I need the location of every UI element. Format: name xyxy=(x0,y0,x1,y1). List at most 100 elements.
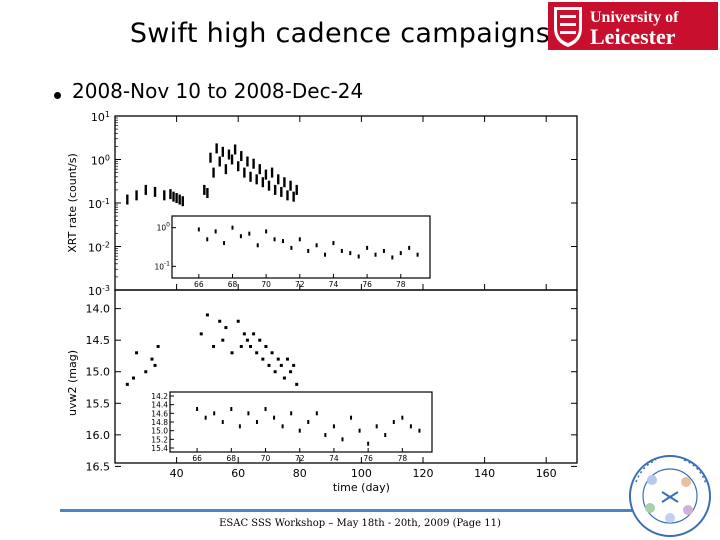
bottom-y-axis-label: uvw2 (mag) xyxy=(66,350,79,416)
xrt-point xyxy=(280,186,283,197)
uvw2-inset-y-tick-label: 15.4 xyxy=(151,444,168,453)
top-y-tick-label: 100 xyxy=(91,154,110,168)
uvw2-inset-y-tick-label: 14.6 xyxy=(151,409,168,418)
uvw2-point xyxy=(199,332,203,336)
uvw2-point xyxy=(270,351,274,355)
uvw2-point xyxy=(242,332,246,336)
bottom-y-tick-label: 16.5 xyxy=(86,460,111,473)
uvw2-inset-point xyxy=(196,407,199,411)
uvw2-inset-point xyxy=(358,428,361,433)
xrt-inset-x-tick-label: 76 xyxy=(362,280,372,289)
xrt-point xyxy=(267,180,271,191)
uvw2-point xyxy=(144,370,148,374)
top-y-tick-label: 10-3 xyxy=(88,284,110,298)
x-tick-label: 120 xyxy=(413,467,434,480)
xrt-point xyxy=(264,169,268,180)
uvw2-point xyxy=(236,319,240,323)
uvw2-point xyxy=(295,382,299,386)
crest-icon xyxy=(554,7,582,47)
xrt-point xyxy=(227,149,231,160)
uvw2-point xyxy=(239,344,243,348)
xrt-inset-x-tick-label: 70 xyxy=(261,280,271,289)
uvw2-inset-point xyxy=(401,415,404,420)
footer-divider xyxy=(60,509,632,512)
xrt-inset-point xyxy=(239,234,242,239)
bullet-dot xyxy=(54,92,61,99)
xrt-point xyxy=(252,158,255,169)
uvw2-point xyxy=(289,370,293,374)
x-tick-label: 40 xyxy=(170,467,184,480)
uvw2-point xyxy=(273,370,277,374)
uvw2-inset-point xyxy=(213,411,216,416)
footer-text: ESAC SSS Workshop – May 18th - 20th, 200… xyxy=(219,518,501,529)
bottom-y-tick-label: 15.0 xyxy=(86,366,111,379)
uvw2-inset-point xyxy=(281,424,284,429)
xrt-point xyxy=(233,144,237,155)
xrt-point xyxy=(144,184,147,195)
uvw2-point xyxy=(264,344,268,348)
x-tick-label: 80 xyxy=(293,467,307,480)
uvw2-inset-point xyxy=(273,415,276,420)
uvw2-point xyxy=(221,338,225,342)
uvw2-inset-point xyxy=(230,407,233,411)
uvw2-inset-point xyxy=(255,420,258,424)
uvw2-inset-y-tick-label: 14.4 xyxy=(151,401,168,410)
xrt-inset-point xyxy=(340,248,343,253)
bottom-panel-frame xyxy=(114,289,578,464)
uvw2-inset-point xyxy=(384,433,387,437)
xrt-point xyxy=(135,190,138,201)
uvw2-inset-y-tick-label: 15.0 xyxy=(151,427,168,436)
uvw2-inset-point xyxy=(375,424,378,429)
uvw2-point xyxy=(279,363,283,367)
xrt-point xyxy=(243,167,246,178)
xrt-inset-point xyxy=(399,251,402,256)
xrt-inset-point xyxy=(307,248,310,253)
uvw2-inset-x-tick-label: 70 xyxy=(261,454,271,463)
uvw2-inset-point xyxy=(324,433,327,437)
xrt-inset-point xyxy=(231,225,234,230)
uvw2-point xyxy=(230,351,234,355)
x-axis-label: time (day) xyxy=(333,481,390,494)
logo-line2: Leicester xyxy=(590,24,676,49)
xrt-inset-point xyxy=(315,243,318,248)
uvw2-inset-point xyxy=(298,428,301,433)
uvw2-inset-point xyxy=(221,420,224,424)
xrt-inset-point xyxy=(281,239,284,244)
xrt-point xyxy=(209,152,212,163)
uvw2-inset-point xyxy=(290,411,293,416)
uvw2-point xyxy=(125,382,129,386)
xrt-point xyxy=(126,194,129,205)
uvw2-inset-x-tick-label: 76 xyxy=(363,454,373,463)
slide-title: Swift high cadence campaigns xyxy=(129,18,551,49)
xrt-inset-point xyxy=(273,237,276,242)
uvw2-inset-point xyxy=(341,437,344,442)
xrt-point xyxy=(237,161,240,172)
workshop-seal-icon xyxy=(629,455,711,537)
uvw2-point xyxy=(255,351,259,355)
xrt-point xyxy=(172,191,175,202)
uvw2-inset-y-tick-label: 14.2 xyxy=(151,392,168,401)
uvw2-inset-point xyxy=(409,424,412,429)
uvw2-inset-y-tick-label: 14.8 xyxy=(151,418,168,427)
xrt-point xyxy=(215,143,218,154)
uvw2-point xyxy=(156,344,160,348)
top-y-tick-label: 10-2 xyxy=(88,241,110,255)
xrt-point xyxy=(206,187,209,198)
xrt-inset-y-tick-label: 100 xyxy=(157,222,171,233)
uvw2-point xyxy=(258,338,262,342)
bottom-y-tick-label: 15.5 xyxy=(86,397,111,410)
xrt-inset-y-tick-label: 10-1 xyxy=(154,260,170,271)
xrt-point xyxy=(295,184,298,195)
xrt-point xyxy=(230,154,234,165)
xrt-inset-point xyxy=(349,251,352,256)
uvw2-point xyxy=(276,357,280,361)
logo-line1: University of xyxy=(590,9,679,26)
uvw2-point xyxy=(150,357,154,361)
uvw2-point xyxy=(135,351,139,355)
xrt-point xyxy=(221,146,224,157)
xrt-point xyxy=(277,174,280,185)
uvw2-point xyxy=(261,357,265,361)
uvw2-inset-y-tick-label: 15.2 xyxy=(151,435,168,444)
xrt-point xyxy=(283,177,286,188)
